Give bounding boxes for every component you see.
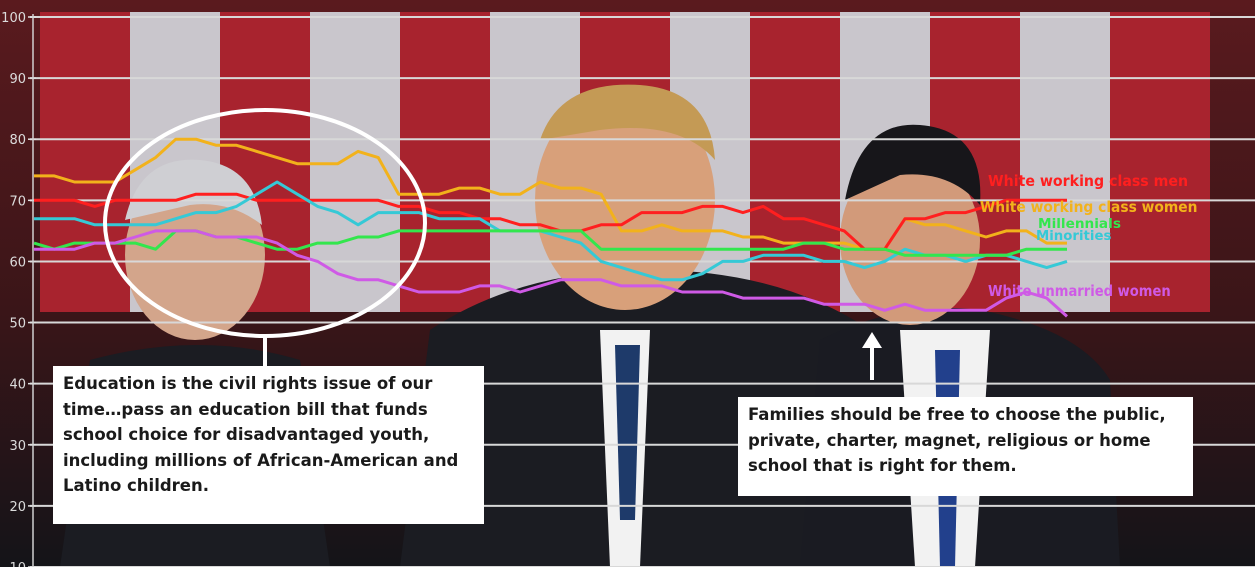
y-tick-label: 100 [1, 11, 26, 26]
y-tick-label: 40 [9, 378, 26, 393]
up-arrow-icon [862, 332, 882, 380]
y-tick-label: 70 [9, 194, 26, 209]
series-label-white-working-class-women: White working class women [980, 198, 1198, 216]
y-tick-label: 60 [9, 255, 26, 270]
series-label-white-working-class-men: White working class men [988, 172, 1188, 190]
series-line-minorities [34, 180, 1068, 282]
y-tick-label: 20 [9, 500, 26, 515]
y-tick-label: 50 [9, 317, 26, 332]
y-tick-label: 80 [9, 133, 26, 148]
y-tick-label: 30 [9, 439, 26, 454]
series-line-white-working-class-men [34, 192, 1067, 251]
series-label-minorities: Minorities [1036, 229, 1112, 244]
callout-education-quote: Education is the civil rights issue of o… [53, 366, 484, 524]
y-tick-label: 90 [9, 72, 26, 87]
callout-school-choice-quote: Families should be free to choose the pu… [738, 397, 1193, 496]
series-label-white-unmarried-women: White unmarried women [988, 282, 1171, 300]
y-tick-label: 10 [9, 561, 26, 567]
series-line-white-unmarried-women [34, 229, 1069, 318]
series-label-millennials: Millennials [1038, 217, 1121, 232]
